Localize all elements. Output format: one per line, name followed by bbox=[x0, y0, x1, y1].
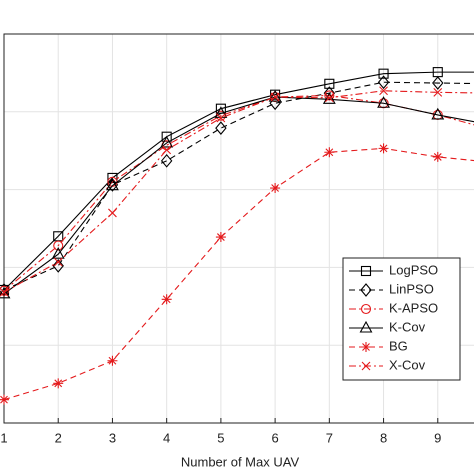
marker bbox=[360, 283, 372, 297]
marker bbox=[108, 208, 117, 218]
marker bbox=[53, 378, 64, 389]
marker bbox=[0, 394, 9, 405]
marker bbox=[215, 121, 227, 135]
marker bbox=[53, 257, 63, 267]
marker bbox=[0, 286, 11, 299]
plot-frame bbox=[3, 33, 474, 424]
marker bbox=[270, 183, 281, 194]
x-tick-label: 8 bbox=[380, 430, 387, 445]
marker bbox=[160, 135, 174, 148]
marker bbox=[0, 287, 9, 297]
x-tick-label: 5 bbox=[217, 430, 224, 445]
marker bbox=[106, 178, 119, 191]
x-tick-label: 3 bbox=[109, 430, 116, 445]
series-line bbox=[3, 147, 474, 401]
marker bbox=[162, 145, 172, 155]
legend-box bbox=[342, 257, 461, 381]
marker bbox=[52, 258, 64, 273]
marker bbox=[431, 107, 445, 120]
marker bbox=[322, 92, 336, 104]
legend-label: BG bbox=[389, 338, 408, 353]
x-tick-label: 6 bbox=[271, 430, 278, 445]
marker bbox=[360, 303, 372, 315]
marker bbox=[361, 361, 371, 371]
marker bbox=[216, 113, 226, 123]
marker bbox=[324, 90, 335, 101]
marker bbox=[160, 153, 173, 168]
marker bbox=[107, 355, 118, 366]
marker bbox=[324, 78, 335, 89]
x-axis-label: Number of Max UAV bbox=[181, 454, 300, 469]
legend-label: LogPSO bbox=[389, 262, 438, 277]
marker bbox=[270, 92, 280, 102]
marker bbox=[379, 86, 388, 96]
marker bbox=[359, 320, 373, 333]
series-line bbox=[3, 90, 474, 293]
marker bbox=[433, 87, 443, 97]
marker bbox=[51, 247, 65, 259]
marker bbox=[377, 96, 390, 108]
series bbox=[0, 89, 474, 299]
marker bbox=[324, 147, 335, 158]
x-tick-label: 4 bbox=[163, 430, 170, 445]
marker bbox=[361, 342, 371, 352]
marker bbox=[378, 68, 389, 79]
legend-label: K-APSO bbox=[389, 300, 438, 315]
x-tick-label: 1 bbox=[0, 430, 7, 445]
marker bbox=[432, 151, 443, 162]
marker bbox=[53, 240, 64, 251]
series bbox=[0, 143, 474, 405]
x-tick-label: 7 bbox=[326, 430, 333, 445]
legend-label: LinPSO bbox=[389, 281, 434, 296]
marker bbox=[432, 76, 444, 90]
marker bbox=[215, 232, 226, 243]
marker bbox=[324, 93, 334, 103]
legend: LogPSO LinPSO K-APSO K-Cov BG X-Cov bbox=[342, 257, 461, 381]
series-line bbox=[3, 71, 474, 291]
marker bbox=[378, 143, 389, 154]
marker bbox=[377, 75, 390, 90]
x-tick-label: 9 bbox=[434, 430, 441, 445]
series bbox=[0, 86, 474, 297]
marker bbox=[268, 89, 282, 102]
legend-label: X-Cov bbox=[389, 357, 426, 372]
legend-label: K-Cov bbox=[389, 319, 426, 334]
marker bbox=[161, 294, 172, 305]
series-line bbox=[3, 96, 474, 295]
x-tick-label: 2 bbox=[55, 430, 62, 445]
marker bbox=[360, 265, 372, 277]
